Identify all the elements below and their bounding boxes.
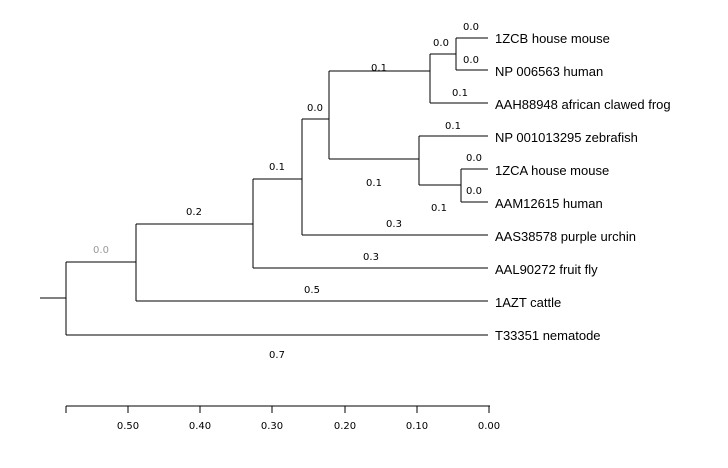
scale-tick-label: 0.40	[189, 421, 211, 432]
scale-tick-label: 0.20	[334, 421, 356, 432]
leaf-label-np006563: NP 006563 human	[495, 64, 603, 79]
branch-length-frog-leaf: 0.1	[452, 88, 468, 99]
branch-length-zca-aam-clade: 0.1	[431, 203, 447, 214]
branch-length-zcb-leaf: 0.0	[463, 22, 479, 33]
scale-axis: 0.50 0.40 0.30 0.20 0.10 0.00	[65, 405, 500, 432]
leaf-label-aal90272: AAL90272 fruit fly	[495, 262, 598, 277]
scale-tick-label: 0.30	[261, 421, 283, 432]
leaf-label-aas38578: AAS38578 purple urchin	[495, 229, 636, 244]
scale-tick-label: 0.10	[406, 421, 428, 432]
leaf-label-1zcb: 1ZCB house mouse	[495, 31, 610, 46]
leaf-label-1azt: 1AZT cattle	[495, 295, 561, 310]
branch-length-root-upper: 0.0	[93, 245, 109, 256]
branch-length-cattle-leaf: 0.5	[304, 285, 320, 296]
branch-length-zcb-human-clade: 0.0	[433, 38, 449, 49]
branch-length-aam-leaf: 0.0	[466, 186, 482, 197]
scale-tick-label: 0.50	[117, 421, 139, 432]
branch-length-np006563-leaf: 0.0	[463, 55, 479, 66]
leaf-label-np001013295: NP 001013295 zebrafish	[495, 130, 638, 145]
branch-length-insect-clade: 0.2	[186, 207, 202, 218]
leaf-label-t33351: T33351 nematode	[495, 328, 601, 343]
branch-length-nematode-leaf: 0.7	[269, 350, 285, 361]
leaf-label-aam12615: AAM12615 human	[495, 196, 603, 211]
branch-length-urchin-leaf: 0.3	[386, 219, 402, 230]
scale-tick-label: 0.00	[478, 421, 500, 432]
branch-length-zca-leaf: 0.0	[466, 153, 482, 164]
branch-length-vertebrate-clade: 0.0	[307, 103, 323, 114]
leaf-label-1zca: 1ZCA house mouse	[495, 163, 609, 178]
branch-length-fruitfly-leaf: 0.3	[363, 252, 379, 263]
branch-length-mammal-frog-clade: 0.1	[371, 63, 387, 74]
branch-length-deuterostome-clade: 0.1	[269, 162, 285, 173]
branch-length-fish-clade: 0.1	[366, 178, 382, 189]
leaf-label-aah88948: AAH88948 african clawed frog	[495, 97, 671, 112]
branch-length-zebrafish-leaf: 0.1	[445, 121, 461, 132]
